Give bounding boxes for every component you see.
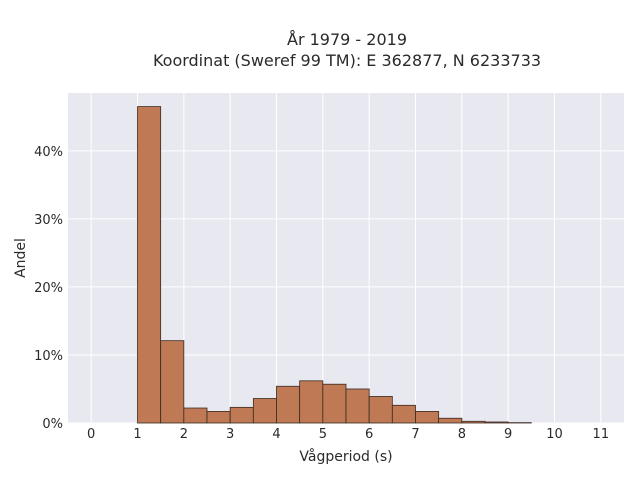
x-tick-label: 2 <box>180 427 188 442</box>
x-tick-label: 10 <box>546 427 563 442</box>
x-tick-label: 3 <box>226 427 234 442</box>
x-tick-label: 7 <box>411 427 419 442</box>
x-tick-labels: 0 1 2 3 4 5 6 7 8 9 10 11 <box>87 427 609 442</box>
chart-title: År 1979 - 2019 <box>287 30 407 49</box>
x-tick-label: 5 <box>319 427 327 442</box>
x-tick-label: 4 <box>272 427 280 442</box>
x-tick-label: 9 <box>504 427 512 442</box>
histogram-bar <box>415 411 440 424</box>
histogram-bar <box>391 404 416 424</box>
histogram-bar <box>299 380 324 424</box>
y-tick-label: 0% <box>42 417 63 432</box>
x-tick-label: 0 <box>87 427 95 442</box>
histogram-bar <box>206 411 231 424</box>
histogram-bar <box>322 383 347 424</box>
histogram-bar <box>252 398 277 424</box>
histogram-bars <box>137 106 532 424</box>
histogram-bar <box>438 417 463 424</box>
x-tick-label: 6 <box>365 427 373 442</box>
x-tick-label: 1 <box>133 427 141 442</box>
y-axis-label: Andel <box>13 238 29 278</box>
y-tick-label: 40% <box>34 145 63 160</box>
histogram-bar <box>345 388 370 424</box>
histogram-bar <box>461 420 486 424</box>
x-tick-label: 8 <box>458 427 466 442</box>
histogram-bar <box>183 407 208 424</box>
y-tick-labels: 0% 10% 20% 30% 40% <box>34 145 63 432</box>
histogram-bar <box>229 406 254 424</box>
histogram-bar <box>160 340 185 424</box>
chart-subtitle: Koordinat (Sweref 99 TM): E 362877, N 62… <box>153 51 541 70</box>
x-tick-label: 11 <box>593 427 610 442</box>
y-tick-label: 10% <box>34 349 63 364</box>
y-tick-label: 20% <box>34 281 63 296</box>
y-tick-label: 30% <box>34 213 63 228</box>
histogram-bar <box>368 396 393 424</box>
histogram-bar <box>137 106 162 424</box>
x-axis-label: Vågperiod (s) <box>299 448 392 465</box>
histogram-bar <box>484 421 509 424</box>
histogram-bar <box>276 385 301 424</box>
